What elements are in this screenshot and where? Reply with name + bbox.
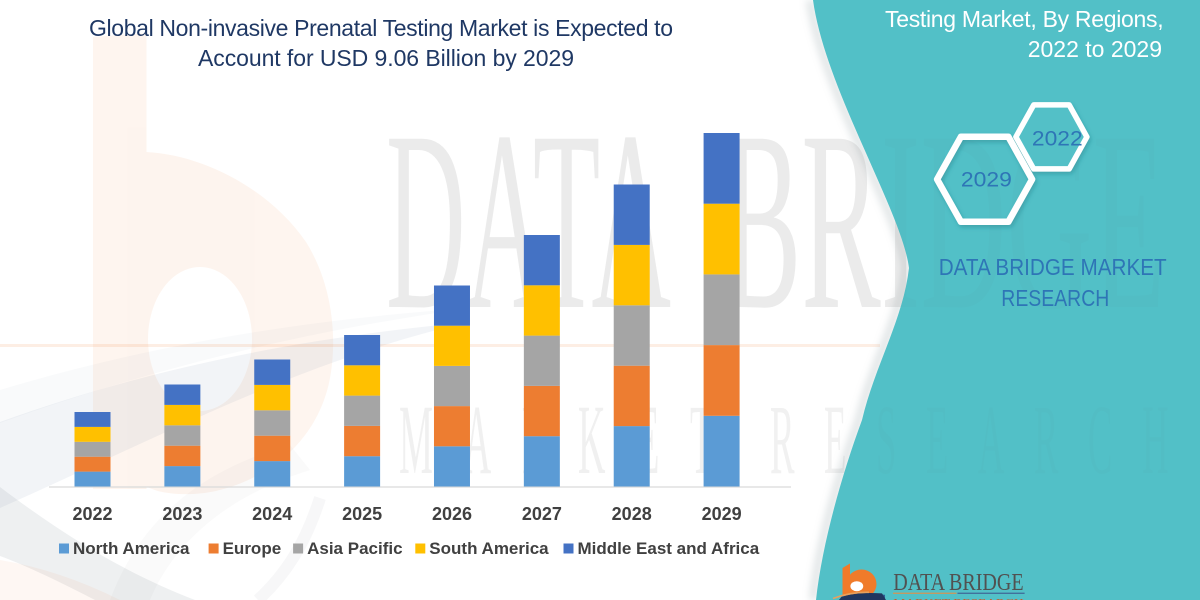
svg-text:2028: 2028 — [612, 504, 652, 524]
svg-text:Account for USD 9.06 Billion b: Account for USD 9.06 Billion by 2029 — [198, 45, 574, 71]
svg-text:2027: 2027 — [522, 504, 562, 524]
svg-text:2029: 2029 — [702, 504, 742, 524]
svg-text:2022: 2022 — [72, 504, 112, 524]
svg-text:2029: 2029 — [961, 169, 1012, 192]
svg-text:2025: 2025 — [342, 504, 382, 524]
svg-text:DATA BRIDGE: DATA BRIDGE — [893, 570, 1023, 596]
svg-text:RESEARCH: RESEARCH — [1001, 285, 1109, 311]
svg-text:Europe: Europe — [223, 539, 282, 558]
svg-text:Global Non-invasive Prenatal T: Global Non-invasive Prenatal Testing Mar… — [89, 15, 673, 41]
svg-text:2022: 2022 — [1032, 128, 1083, 151]
svg-text:South America: South America — [429, 539, 549, 558]
svg-text:Middle East and Africa: Middle East and Africa — [578, 539, 760, 558]
svg-text:2026: 2026 — [432, 504, 472, 524]
svg-text:DATA BRIDGE MARKET: DATA BRIDGE MARKET — [939, 254, 1167, 280]
svg-text:North America: North America — [73, 539, 190, 558]
svg-text:Asia Pacific: Asia Pacific — [307, 539, 402, 558]
svg-text:2023: 2023 — [162, 504, 202, 524]
svg-text:2022 to 2029: 2022 to 2029 — [1028, 36, 1162, 62]
svg-text:MARKET RESEARCH: MARKET RESEARCH — [893, 597, 1023, 600]
svg-text:Testing Market, By Regions,: Testing Market, By Regions, — [885, 6, 1164, 32]
svg-text:2024: 2024 — [252, 504, 292, 524]
